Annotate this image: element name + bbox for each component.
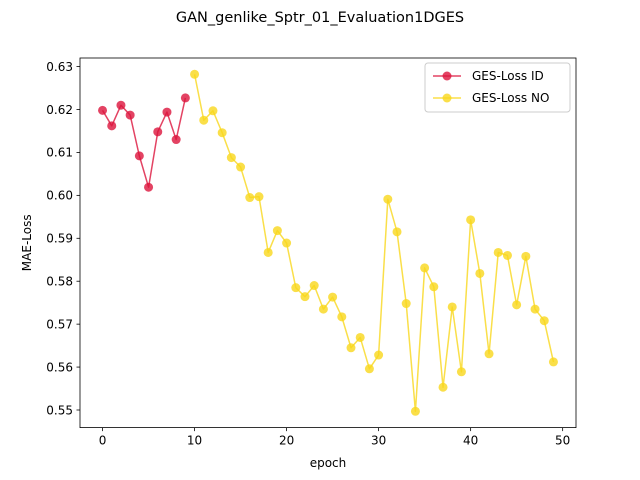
legend: GES-Loss ID GES-Loss NO	[424, 62, 571, 113]
legend-swatch-marker-0	[442, 71, 452, 81]
data-point-1	[484, 349, 494, 359]
y-tick-label: 0.57	[46, 317, 73, 331]
data-point-1	[245, 193, 255, 203]
data-point-1	[429, 282, 439, 292]
legend-swatch-marker-1	[442, 93, 452, 103]
data-point-1	[309, 281, 319, 291]
data-point-1	[199, 115, 209, 125]
data-point-1	[447, 302, 457, 312]
data-point-1	[410, 406, 420, 416]
data-point-1	[493, 247, 503, 257]
data-point-1	[374, 350, 384, 360]
data-point-1	[521, 251, 531, 261]
data-point-1	[190, 69, 200, 79]
data-point-1	[226, 153, 236, 163]
data-point-1	[392, 227, 402, 237]
series-layer	[98, 69, 558, 416]
series-line-1	[193, 74, 555, 413]
legend-label-0: GES-Loss ID	[472, 69, 544, 83]
y-tick-label: 0.60	[46, 189, 73, 203]
y-tick-label: 0.61	[46, 146, 73, 160]
x-tick-label: 0	[99, 434, 107, 448]
data-point-0	[116, 100, 126, 110]
data-point-0	[144, 182, 154, 192]
x-tick-label: 20	[279, 434, 294, 448]
data-point-1	[217, 128, 227, 138]
x-tick-label: 40	[463, 434, 478, 448]
data-point-0	[180, 93, 190, 103]
data-point-1	[502, 250, 512, 260]
x-axis: 0 10 20 30 40 50	[99, 427, 570, 448]
x-tick-label: 50	[555, 434, 570, 448]
y-tick-label: 0.63	[46, 60, 73, 74]
data-point-1	[530, 304, 540, 314]
data-point-1	[300, 292, 310, 302]
data-point-0	[134, 151, 144, 161]
y-tick-label: 0.59	[46, 232, 73, 246]
data-point-1	[438, 382, 448, 392]
data-point-0	[171, 135, 181, 145]
y-tick-label: 0.62	[46, 103, 73, 117]
data-point-1	[466, 215, 476, 225]
data-point-1	[263, 247, 273, 257]
data-point-1	[383, 194, 393, 204]
data-point-1	[282, 238, 292, 248]
data-point-1	[355, 332, 365, 342]
data-point-1	[291, 283, 301, 293]
data-point-1	[236, 162, 246, 172]
data-point-0	[98, 105, 108, 115]
legend-box	[424, 62, 571, 113]
axes-frame	[79, 57, 577, 429]
y-tick-label: 0.55	[46, 403, 73, 417]
data-point-1	[337, 312, 347, 322]
data-point-1	[318, 304, 328, 314]
data-point-1	[420, 263, 430, 273]
data-point-1	[208, 106, 218, 116]
data-point-1	[346, 343, 356, 353]
data-point-1	[548, 357, 558, 367]
y-axis-label: MAE-Loss	[20, 214, 34, 271]
data-point-1	[512, 300, 522, 310]
x-tick-label: 10	[187, 434, 202, 448]
data-point-1	[475, 268, 485, 278]
data-point-1	[539, 316, 549, 326]
data-point-0	[107, 121, 117, 131]
x-tick-label: 30	[371, 434, 386, 448]
data-point-0	[153, 127, 163, 137]
data-point-1	[364, 364, 374, 374]
data-point-1	[272, 226, 282, 236]
chart-title: GAN_genlike_Sptr_01_Evaluation1DGES	[176, 10, 464, 26]
data-point-1	[401, 299, 411, 309]
series-line-0	[101, 97, 187, 188]
y-tick-label: 0.58	[46, 275, 73, 289]
data-point-0	[162, 107, 172, 117]
data-point-1	[254, 192, 264, 202]
data-point-1	[456, 367, 466, 377]
data-point-1	[328, 292, 338, 302]
y-axis: 0.55 0.56 0.57 0.58 0.59 0.60 0.61 0.62 0.63	[46, 60, 80, 417]
legend-label-1: GES-Loss NO	[472, 91, 549, 105]
y-tick-label: 0.56	[46, 360, 73, 374]
data-point-0	[125, 110, 135, 120]
plot-area	[79, 57, 577, 429]
x-axis-label: epoch	[310, 456, 347, 470]
